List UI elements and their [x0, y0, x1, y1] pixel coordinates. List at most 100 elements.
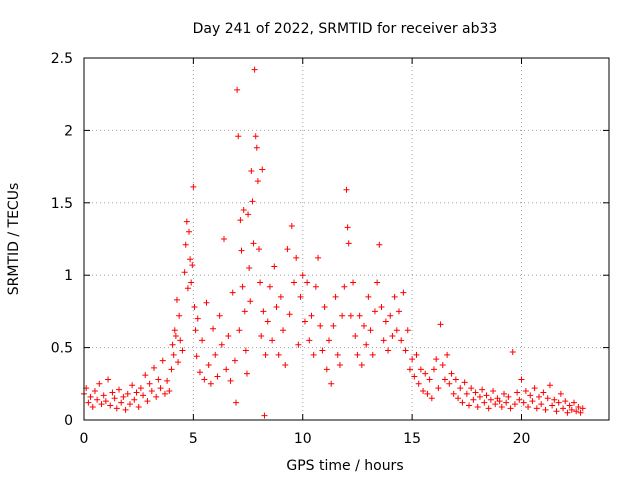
data-point — [191, 304, 198, 311]
data-point — [317, 322, 324, 329]
data-point — [503, 399, 510, 406]
y-tick-label: 0 — [64, 413, 73, 429]
data-point — [374, 279, 381, 286]
data-point — [391, 293, 398, 300]
data-point — [437, 321, 444, 328]
data-point — [262, 351, 269, 358]
data-point — [529, 398, 536, 405]
data-point — [87, 393, 94, 400]
data-point — [237, 217, 244, 224]
data-point — [562, 398, 569, 405]
data-point — [159, 357, 166, 364]
data-point — [415, 380, 422, 387]
data-point — [568, 406, 575, 413]
data-point — [98, 401, 105, 408]
data-point — [241, 308, 248, 315]
data-point — [257, 279, 264, 286]
data-point — [109, 389, 116, 396]
data-point — [474, 403, 481, 410]
data-point — [269, 337, 276, 344]
data-point — [182, 241, 189, 248]
data-point — [239, 283, 246, 290]
data-point — [131, 396, 138, 403]
data-point — [252, 133, 259, 140]
data-point — [235, 133, 242, 140]
data-point — [315, 254, 322, 261]
data-point — [400, 289, 407, 296]
data-point — [207, 380, 214, 387]
x-tick-label: 10 — [294, 431, 312, 447]
data-point — [304, 279, 311, 286]
data-point — [176, 312, 183, 319]
data-point — [441, 376, 448, 383]
data-point — [169, 341, 176, 348]
data-point — [332, 293, 339, 300]
data-point — [170, 351, 177, 358]
data-point — [319, 347, 326, 354]
data-point — [275, 351, 282, 358]
data-point — [288, 222, 295, 229]
data-point — [326, 337, 332, 344]
data-point — [555, 399, 562, 406]
data-point — [551, 396, 558, 403]
data-point — [310, 351, 317, 358]
data-point — [579, 405, 586, 412]
data-point — [571, 399, 577, 406]
data-point — [501, 390, 507, 397]
data-point — [229, 289, 236, 296]
data-point — [498, 403, 505, 410]
data-point — [542, 406, 549, 413]
data-point — [336, 361, 343, 368]
data-point — [557, 390, 564, 397]
data-point — [380, 337, 387, 344]
data-point — [299, 272, 306, 279]
data-point — [382, 318, 389, 325]
data-point — [188, 279, 195, 286]
data-point — [193, 353, 200, 360]
data-point — [172, 333, 179, 340]
data-point — [575, 403, 582, 410]
data-point — [577, 409, 584, 416]
data-point — [321, 304, 328, 311]
data-point — [113, 405, 120, 412]
data-point — [291, 279, 297, 286]
data-point — [347, 312, 354, 319]
data-point — [564, 409, 571, 416]
data-point — [358, 361, 365, 368]
data-point — [247, 298, 254, 305]
data-point — [417, 366, 424, 373]
chart-title: Day 241 of 2022, SRMTID for receiver ab3… — [193, 21, 498, 37]
data-point — [203, 299, 210, 306]
data-point — [323, 366, 330, 373]
data-point — [234, 86, 241, 93]
data-point — [280, 327, 287, 334]
data-point — [468, 385, 475, 392]
data-point — [151, 364, 157, 371]
data-point — [251, 66, 258, 73]
data-point — [481, 399, 488, 406]
data-point — [96, 380, 103, 387]
data-point — [177, 337, 184, 344]
data-point — [171, 327, 178, 334]
data-point — [196, 369, 203, 376]
data-point — [413, 351, 420, 358]
data-point — [352, 333, 359, 340]
data-point — [199, 337, 206, 344]
y-tick-label: 1.5 — [51, 196, 73, 212]
data-point — [120, 393, 127, 400]
data-point — [428, 395, 435, 402]
data-point — [148, 388, 155, 395]
data-point — [273, 304, 280, 311]
data-point — [476, 393, 483, 400]
data-point — [404, 327, 411, 334]
data-point — [334, 351, 341, 358]
data-point — [236, 327, 243, 334]
data-point — [133, 389, 140, 396]
y-tick-label: 2 — [64, 123, 73, 139]
data-point — [282, 361, 289, 368]
data-point — [184, 285, 191, 292]
data-point — [385, 347, 392, 354]
data-point — [111, 395, 118, 402]
data-point — [124, 390, 131, 397]
